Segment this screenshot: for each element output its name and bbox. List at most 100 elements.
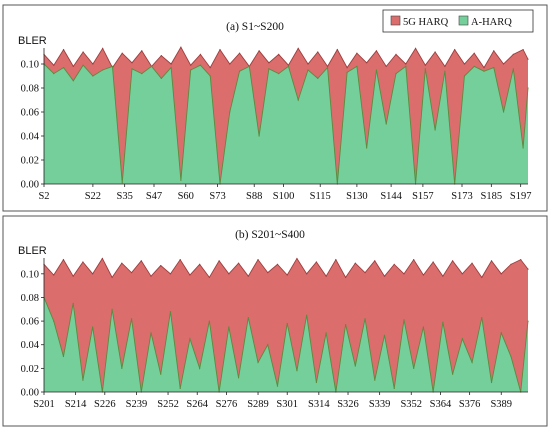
- data-point-a-harq: [278, 73, 280, 75]
- y-tick-label: 0.08: [21, 84, 39, 95]
- data-point-5g-harq: [190, 64, 192, 66]
- x-tick-label: S364: [430, 399, 452, 410]
- data-point-5g-harq: [53, 64, 55, 66]
- x-tick-label: S60: [178, 191, 194, 202]
- y-tick-label: 0.08: [21, 293, 39, 304]
- data-point-a-harq: [287, 65, 290, 67]
- data-point-a-harq: [452, 373, 454, 375]
- data-point-a-harq: [170, 67, 172, 69]
- y-tick-label: 0.10: [21, 269, 39, 280]
- data-point-5g-harq: [237, 262, 240, 264]
- data-point-5g-harq: [432, 261, 434, 263]
- data-point-a-harq: [229, 111, 231, 113]
- data-point-5g-harq: [473, 52, 475, 54]
- data-point-5g-harq: [238, 52, 241, 54]
- data-point-5g-harq: [287, 64, 290, 66]
- x-tick-label: S376: [459, 399, 481, 410]
- data-point-5g-harq: [424, 64, 426, 66]
- legend-label-a-harq: A-HARQ: [471, 17, 512, 28]
- data-point-5g-harq: [92, 63, 94, 65]
- data-point-a-harq: [121, 367, 123, 369]
- data-point-a-harq: [422, 326, 425, 328]
- data-point-a-harq: [403, 319, 405, 321]
- data-point-5g-harq: [121, 262, 123, 264]
- data-point-a-harq: [150, 332, 152, 334]
- data-point-a-harq: [53, 73, 55, 75]
- data-point-5g-harq: [471, 262, 473, 264]
- legend-swatch-5g-harq: [390, 15, 401, 26]
- x-tick-label: S252: [157, 399, 179, 410]
- data-point-a-harq: [209, 75, 211, 77]
- x-tick-label: S264: [186, 399, 208, 410]
- data-point-a-harq: [306, 314, 308, 316]
- data-point-a-harq: [483, 70, 485, 72]
- data-point-5g-harq: [199, 263, 201, 265]
- data-point-5g-harq: [297, 47, 299, 50]
- data-point-5g-harq: [463, 63, 466, 65]
- data-point-a-harq: [395, 73, 397, 75]
- y-tick-label: 0.10: [21, 60, 39, 71]
- data-point-a-harq: [354, 365, 356, 367]
- data-point-a-harq: [276, 385, 279, 387]
- data-point-a-harq: [385, 123, 387, 125]
- data-point-a-harq: [510, 355, 512, 358]
- data-point-a-harq: [237, 377, 240, 379]
- data-point-5g-harq: [461, 273, 463, 275]
- data-point-a-harq: [393, 387, 395, 390]
- data-point-5g-harq: [92, 273, 94, 275]
- data-point-5g-harq: [454, 49, 456, 51]
- panel-a: (a) S1~S200 BLER 0.00 0.02 0.04 0.06 0.08 0.1…: [2, 4, 548, 212]
- x-tick-label: S22: [85, 191, 101, 202]
- data-point-5g-harq: [356, 52, 358, 54]
- data-point-5g-harq: [267, 272, 269, 274]
- data-point-a-harq: [72, 80, 74, 82]
- data-point-5g-harq: [307, 63, 309, 65]
- data-point-5g-harq: [179, 259, 181, 261]
- panel-b-frame: [2, 215, 548, 427]
- data-point-5g-harq: [315, 261, 317, 263]
- data-point-a-harq: [502, 111, 505, 113]
- data-point-5g-harq: [140, 260, 142, 262]
- data-point-a-harq: [442, 321, 444, 323]
- data-point-a-harq: [141, 73, 143, 75]
- data-point-5g-harq: [130, 272, 133, 274]
- data-point-a-harq: [325, 332, 327, 334]
- legend-label-5g-harq: 5G HARQ: [403, 17, 449, 28]
- data-point-5g-harq: [512, 53, 514, 56]
- data-point-5g-harq: [111, 276, 113, 278]
- x-tick-label: S144: [380, 191, 402, 202]
- data-point-5g-harq: [296, 257, 298, 260]
- data-point-5g-harq: [219, 49, 221, 51]
- data-point-5g-harq: [131, 62, 133, 64]
- data-point-a-harq: [131, 68, 133, 70]
- y-tick-label: 0.06: [21, 317, 39, 328]
- legend: 5G HARQ A-HARQ: [382, 9, 534, 33]
- data-point-a-harq: [527, 320, 529, 322]
- data-point-5g-harq: [502, 63, 505, 65]
- data-point-5g-harq: [208, 276, 210, 278]
- y-tick-label: 0.00: [21, 180, 39, 191]
- data-point-5g-harq: [483, 67, 485, 69]
- data-point-5g-harq: [393, 263, 395, 265]
- x-tick-label: S389: [490, 399, 512, 410]
- data-point-5g-harq: [160, 55, 162, 57]
- y-tick-label: 0.04: [21, 340, 40, 351]
- data-point-5g-harq: [405, 63, 407, 65]
- data-point-a-harq: [248, 65, 250, 67]
- data-point-a-harq: [189, 338, 191, 340]
- data-point-5g-harq: [72, 65, 74, 67]
- data-point-a-harq: [383, 334, 386, 336]
- data-point-5g-harq: [169, 273, 172, 275]
- data-point-a-harq: [473, 65, 475, 67]
- data-point-5g-harq: [209, 67, 211, 69]
- data-point-5g-harq: [278, 53, 280, 56]
- x-tick-label: S47: [146, 191, 162, 202]
- panel-a-ylabel: BLER: [18, 35, 47, 47]
- data-point-a-harq: [463, 75, 466, 77]
- x-tick-label: S115: [310, 191, 331, 202]
- data-point-5g-harq: [375, 50, 378, 52]
- data-point-a-harq: [169, 311, 172, 313]
- data-point-5g-harq: [414, 47, 417, 50]
- data-point-5g-harq: [189, 274, 191, 276]
- data-point-a-harq: [493, 67, 495, 69]
